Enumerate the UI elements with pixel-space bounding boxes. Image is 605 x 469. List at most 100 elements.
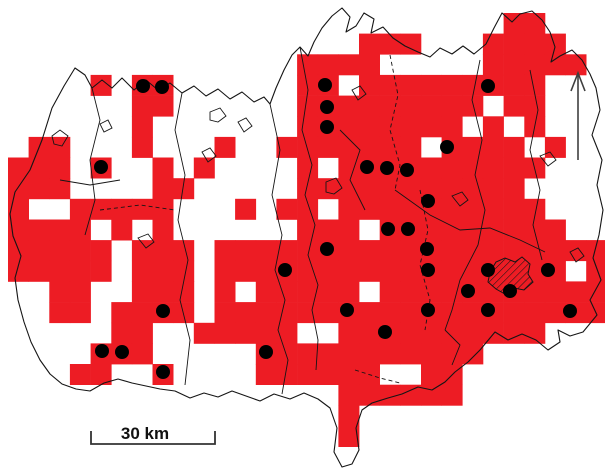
red-grid-cell: [173, 260, 195, 282]
red-grid-cell: [338, 426, 360, 447]
red-grid-cell: [235, 260, 257, 282]
red-grid-cell: [152, 240, 174, 262]
record-dot: [563, 304, 577, 318]
red-grid-cell: [482, 54, 504, 76]
red-grid-cell: [421, 116, 442, 138]
red-grid-cell: [131, 260, 153, 282]
record-dot: [156, 365, 170, 379]
district-boundary: [444, 244, 479, 331]
red-grid-cell: [152, 281, 174, 303]
red-grid-cell: [131, 343, 153, 365]
red-grid-cell: [317, 136, 339, 158]
red-grid-cell: [317, 281, 339, 303]
record-dot: [380, 161, 394, 175]
red-grid-cell: [359, 116, 380, 138]
red-grid-cell: [173, 178, 195, 200]
red-grid-cell: [503, 136, 525, 158]
red-grid-cell: [400, 240, 422, 262]
record-dot: [340, 303, 354, 317]
red-grid-cell: [359, 74, 380, 96]
red-grid-cell: [379, 260, 401, 282]
red-grid-cell: [421, 384, 442, 406]
red-grid-cell: [544, 240, 566, 262]
red-grid-cell: [255, 322, 277, 344]
red-grid-cell: [276, 364, 298, 385]
red-grid-cell: [421, 74, 442, 96]
district-boundary: [299, 46, 319, 371]
district-boundary: [59, 179, 121, 186]
red-grid-cell: [131, 281, 153, 303]
red-grid-cell: [8, 198, 29, 220]
red-grid-cell: [441, 157, 463, 179]
red-grid-cell: [90, 74, 112, 96]
record-dot: [320, 242, 334, 256]
red-grid-cell: [379, 343, 401, 365]
red-grid-cell: [152, 178, 174, 200]
red-grid-cell: [297, 343, 319, 365]
red-grid-cell: [90, 260, 112, 282]
district-boundaries: [59, 46, 546, 395]
boundary-polygon: [9, 7, 604, 468]
red-grid-cell: [317, 343, 339, 365]
red-grid-cell: [400, 260, 422, 282]
red-grid-cell: [359, 240, 380, 262]
red-grid-cell: [503, 198, 525, 220]
red-grid-cell: [421, 364, 442, 385]
red-grid-cell: [111, 322, 133, 344]
red-grid-cell: [359, 384, 380, 406]
island-outline: [351, 85, 367, 101]
red-grid-cell: [441, 95, 463, 117]
red-grid-cell: [317, 302, 339, 324]
red-grid-cell: [400, 116, 422, 138]
red-grid-cell: [544, 136, 566, 158]
district-boundary-dashed: [389, 54, 401, 191]
red-grid-cell: [524, 302, 546, 324]
red-grid-cell: [379, 116, 401, 138]
red-grid-cell: [297, 240, 319, 262]
red-grid-cell: [69, 240, 91, 262]
red-grid-cell: [482, 240, 504, 262]
north-arrow: [570, 70, 586, 160]
red-grid-cell: [586, 281, 605, 303]
red-grid-cell: [255, 281, 277, 303]
district-boundary: [84, 87, 101, 236]
red-grid-cell: [462, 343, 484, 365]
red-grid-cell: [276, 136, 298, 158]
red-grid-cell: [400, 322, 422, 344]
red-grid-cell: [421, 281, 442, 303]
record-dot: [401, 222, 415, 236]
record-dot: [381, 222, 395, 236]
red-grid-cell: [441, 240, 463, 262]
red-grid-cell: [255, 240, 277, 262]
island-outline: [99, 119, 113, 133]
island-outline: [209, 107, 227, 123]
record-dot: [318, 78, 332, 92]
red-grid-cell: [173, 302, 195, 324]
district-boundary: [269, 103, 289, 395]
red-grid-cell: [69, 219, 91, 241]
red-grid-cell: [338, 95, 360, 117]
red-grid-cell: [524, 322, 546, 344]
red-grid-cell: [503, 74, 525, 96]
red-grid-cell: [400, 281, 422, 303]
red-grid-cell: [482, 136, 504, 158]
record-dot: [278, 263, 292, 277]
red-grid-cell: [214, 240, 236, 262]
record-dot: [421, 263, 435, 277]
red-grid-cell: [462, 302, 484, 324]
red-grid-cell: [359, 198, 380, 220]
red-grid-cell: [28, 157, 50, 179]
district-boundary: [394, 189, 546, 253]
red-grid-cell: [441, 322, 463, 344]
red-grid-cell: [338, 343, 360, 365]
red-grid-cell: [338, 260, 360, 282]
red-grid-cells-layer: [8, 13, 605, 447]
red-grid-cell: [462, 322, 484, 344]
red-grid-cell: [503, 13, 525, 34]
red-grid-cell: [152, 260, 174, 282]
red-grid-cell: [400, 384, 422, 406]
red-grid-cell: [400, 136, 422, 158]
red-grid-cell: [338, 281, 360, 303]
red-grid-cell: [359, 302, 380, 324]
scale-bar-line: [90, 431, 216, 445]
